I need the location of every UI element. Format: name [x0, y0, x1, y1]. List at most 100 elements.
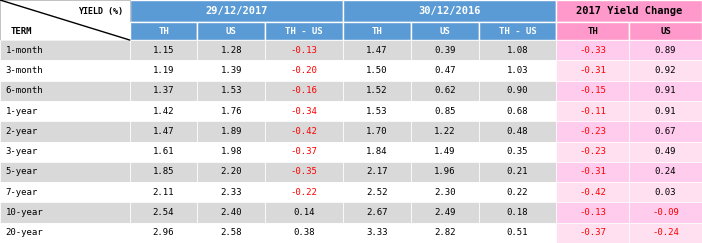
Bar — [479, 223, 557, 243]
Text: 2.17: 2.17 — [366, 167, 388, 176]
Bar — [0, 0, 130, 40]
Text: -0.15: -0.15 — [579, 86, 607, 95]
Bar — [197, 182, 265, 202]
Text: 6-month: 6-month — [6, 86, 44, 95]
Bar — [130, 202, 197, 223]
Bar — [557, 162, 629, 182]
Text: TH: TH — [588, 26, 598, 35]
Text: 2.33: 2.33 — [220, 188, 242, 197]
Bar — [343, 162, 411, 182]
Text: 1.47: 1.47 — [366, 46, 388, 55]
Bar — [411, 202, 479, 223]
Text: -0.34: -0.34 — [291, 106, 317, 116]
Text: 2.52: 2.52 — [366, 188, 388, 197]
Text: -0.42: -0.42 — [291, 127, 317, 136]
Text: 0.38: 0.38 — [293, 228, 315, 237]
Bar — [411, 22, 479, 40]
Text: 1.50: 1.50 — [366, 66, 388, 75]
Text: 2-year: 2-year — [6, 127, 38, 136]
Text: 0.89: 0.89 — [655, 46, 676, 55]
Bar — [411, 182, 479, 202]
Text: 2.40: 2.40 — [220, 208, 242, 217]
Bar — [557, 182, 629, 202]
Bar — [629, 22, 702, 40]
Text: 2.11: 2.11 — [153, 188, 174, 197]
Bar — [343, 223, 411, 243]
Text: -0.35: -0.35 — [291, 167, 317, 176]
Bar — [130, 22, 197, 40]
Bar — [0, 101, 130, 121]
Text: 1.52: 1.52 — [366, 86, 388, 95]
Text: 1.84: 1.84 — [366, 147, 388, 156]
Bar — [411, 223, 479, 243]
Text: 0.18: 0.18 — [507, 208, 529, 217]
Text: 3-year: 3-year — [6, 147, 38, 156]
Text: 0.91: 0.91 — [655, 106, 676, 116]
Bar — [343, 121, 411, 141]
Bar — [130, 0, 343, 22]
Text: -0.37: -0.37 — [291, 147, 317, 156]
Text: 0.22: 0.22 — [507, 188, 529, 197]
Text: -0.42: -0.42 — [579, 188, 607, 197]
Bar — [197, 81, 265, 101]
Bar — [629, 141, 702, 162]
Text: TH: TH — [371, 26, 383, 35]
Bar — [479, 40, 557, 60]
Bar — [557, 141, 629, 162]
Text: 0.91: 0.91 — [655, 86, 676, 95]
Text: 1.28: 1.28 — [220, 46, 242, 55]
Text: -0.31: -0.31 — [579, 167, 607, 176]
Text: -0.13: -0.13 — [579, 208, 607, 217]
Bar — [265, 202, 343, 223]
Text: -0.37: -0.37 — [579, 228, 607, 237]
Text: 0.67: 0.67 — [655, 127, 676, 136]
Text: 1.47: 1.47 — [153, 127, 174, 136]
Bar — [343, 22, 411, 40]
Bar — [265, 40, 343, 60]
Bar — [411, 40, 479, 60]
Text: -0.20: -0.20 — [291, 66, 317, 75]
Bar — [197, 141, 265, 162]
Bar — [197, 162, 265, 182]
Bar — [411, 60, 479, 81]
Text: 0.51: 0.51 — [507, 228, 529, 237]
Text: 2.96: 2.96 — [153, 228, 174, 237]
Bar — [130, 81, 197, 101]
Bar — [343, 60, 411, 81]
Bar — [0, 182, 130, 202]
Text: 2.58: 2.58 — [220, 228, 242, 237]
Bar — [130, 101, 197, 121]
Text: 1-year: 1-year — [6, 106, 38, 116]
Bar — [130, 60, 197, 81]
Text: 1.89: 1.89 — [220, 127, 242, 136]
Text: 2.30: 2.30 — [434, 188, 456, 197]
Text: 1.96: 1.96 — [434, 167, 456, 176]
Text: 0.48: 0.48 — [507, 127, 529, 136]
Bar — [265, 101, 343, 121]
Text: 1.53: 1.53 — [220, 86, 242, 95]
Bar — [557, 0, 702, 22]
Bar — [265, 81, 343, 101]
Bar — [411, 141, 479, 162]
Bar — [197, 60, 265, 81]
Text: -0.31: -0.31 — [579, 66, 607, 75]
Text: 0.14: 0.14 — [293, 208, 315, 217]
Bar — [343, 182, 411, 202]
Bar — [265, 121, 343, 141]
Text: 0.92: 0.92 — [655, 66, 676, 75]
Text: 0.49: 0.49 — [655, 147, 676, 156]
Bar — [479, 162, 557, 182]
Bar — [479, 141, 557, 162]
Text: 1.61: 1.61 — [153, 147, 174, 156]
Bar — [265, 182, 343, 202]
Bar — [411, 162, 479, 182]
Bar — [479, 182, 557, 202]
Bar — [411, 121, 479, 141]
Bar — [0, 60, 130, 81]
Bar — [343, 40, 411, 60]
Text: 1-month: 1-month — [6, 46, 44, 55]
Bar — [629, 202, 702, 223]
Text: -0.22: -0.22 — [291, 188, 317, 197]
Bar — [629, 40, 702, 60]
Text: 10-year: 10-year — [6, 208, 44, 217]
